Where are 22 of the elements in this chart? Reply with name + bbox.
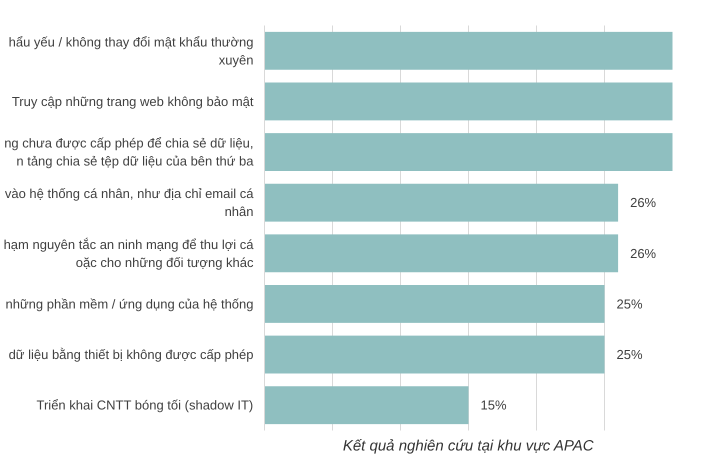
bar	[264, 284, 604, 323]
bar	[264, 386, 468, 424]
bar	[264, 32, 672, 70]
y-tick-label: Triển khai CNTT bóng tối (shadow IT)	[36, 398, 254, 413]
bar	[264, 234, 618, 272]
text: Kết quả nghiên cứu tại khu vực APAC	[342, 438, 594, 454]
data-label: 25%	[616, 296, 643, 312]
bar	[264, 336, 604, 374]
bar	[264, 82, 672, 120]
y-tick-label: hạm nguyên tắc an ninh mạng để thu lợi cá oặc cho những đối tượng khác	[4, 236, 254, 270]
data-label: 25%	[616, 347, 643, 362]
bar	[264, 133, 672, 172]
data-label: 26%	[630, 246, 657, 261]
y-tick-label: ng chưa được cấp phép để chia sẻ dữ liệu, n tảng chia sẻ tệp dữ liệu của bên thứ ba	[4, 136, 254, 169]
y-tick-label: Truy cập những trang web không bảo mật	[12, 94, 254, 109]
y-tick-label: hẩu yếu / không thay đổi mật khẩu thường xuyên	[8, 34, 254, 68]
y-tick-label: vào hệ thống cá nhân, như địa chỉ email cá nhân	[4, 186, 254, 220]
bar	[264, 184, 618, 222]
data-label: 26%	[630, 195, 657, 210]
y-tick-label: dữ liệu bằng thiết bị không được cấp phép	[8, 347, 254, 362]
data-label: 15%	[480, 398, 507, 413]
y-tick-label: những phần mềm / ứng dụng của hệ thống	[6, 296, 254, 312]
